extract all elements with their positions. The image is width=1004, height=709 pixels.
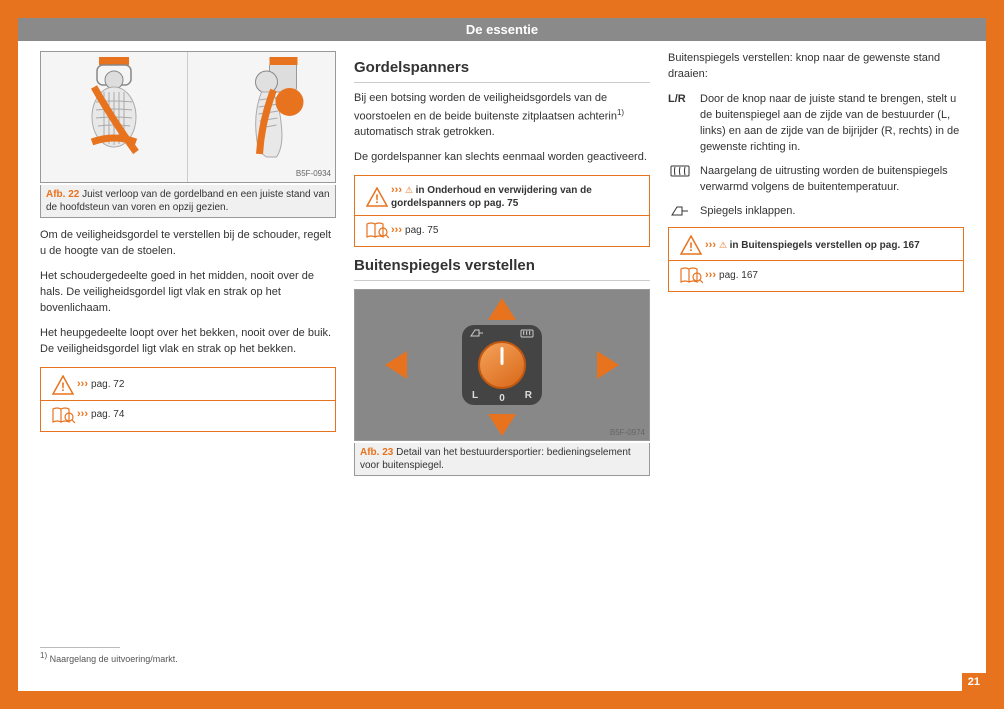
ref-link[interactable]: pag. 75	[405, 225, 438, 236]
skeleton-side-icon	[188, 52, 335, 182]
fold-icon	[668, 204, 700, 220]
heading-gordelspanners: Gordelspanners	[354, 57, 650, 83]
reference-box: ! ››› ⚠ in Buitenspiegels verstellen op …	[668, 227, 964, 292]
footnote: 1) Naargelang de uitvoering/markt.	[18, 648, 986, 667]
paragraph: Buitenspiegels verstellen: knop naar de …	[668, 51, 964, 83]
ref-link[interactable]: in Onderhoud en verwijdering van de gord…	[391, 185, 592, 209]
definition-LR: L/R Door de knop naar de juiste stand te…	[668, 92, 964, 156]
book-icon	[49, 406, 77, 424]
figure-code: B5F-0934	[296, 168, 331, 180]
definition-fold: Spiegels inklappen.	[668, 204, 964, 220]
book-icon	[677, 266, 705, 284]
warning-icon: !	[677, 235, 705, 255]
paragraph: Het schoudergedeelte goed in het midden,…	[40, 269, 336, 317]
svg-text:!: !	[61, 380, 65, 394]
paragraph: De gordelspanner kan slechts eenmaal wor…	[354, 150, 650, 166]
column-3: Buitenspiegels verstellen: knop naar de …	[668, 51, 964, 486]
column-2: Gordelspanners Bij een botsing worden de…	[354, 51, 650, 486]
reference-box: ! ››› pag. 72 ››› pag. 74	[40, 367, 336, 432]
paragraph: Bij een botsing worden de veiligheidsgor…	[354, 91, 650, 141]
page-number: 21	[962, 673, 986, 691]
ref-link[interactable]: in Buitenspiegels verstellen op pag. 167	[730, 240, 920, 251]
manual-page: De essentie	[18, 18, 986, 691]
ref-link[interactable]: pag. 167	[719, 270, 758, 281]
heading-buitenspiegels: Buitenspiegels verstellen	[354, 255, 650, 281]
paragraph: Het heupgedeelte loopt over het bekken, …	[40, 326, 336, 358]
heat-mirror-icon	[520, 328, 534, 338]
svg-text:!: !	[375, 192, 379, 206]
figure-code: B5F-0974	[610, 427, 645, 439]
heat-icon	[668, 164, 700, 196]
paragraph: Om de veiligheidsgordel te verstellen bi…	[40, 228, 336, 260]
skeleton-front-icon	[41, 52, 187, 182]
warning-icon: !	[49, 375, 77, 395]
figure-22-caption: Afb. 22 Juist verloop van de gordelband …	[40, 185, 336, 218]
definition-heat: Naargelang de uitrusting worden de buite…	[668, 164, 964, 196]
ref-link[interactable]: pag. 72	[91, 379, 124, 390]
content-columns: B5F-0934 Afb. 22 Juist verloop van de go…	[18, 51, 986, 486]
reference-box: ! ››› ⚠ in Onderhoud en verwijdering van…	[354, 175, 650, 247]
svg-text:!: !	[689, 240, 693, 254]
ref-link[interactable]: pag. 74	[91, 409, 124, 420]
figure-22: B5F-0934	[40, 51, 336, 183]
figure-23: L R 0 B5F-0974	[354, 289, 650, 441]
section-header: De essentie	[18, 18, 986, 41]
fold-mirror-icon	[470, 328, 484, 338]
book-icon	[363, 221, 391, 239]
column-1: B5F-0934 Afb. 22 Juist verloop van de go…	[40, 51, 336, 486]
figure-23-caption: Afb. 23 Detail van het bestuurdersportie…	[354, 443, 650, 476]
warning-icon: !	[363, 187, 391, 207]
